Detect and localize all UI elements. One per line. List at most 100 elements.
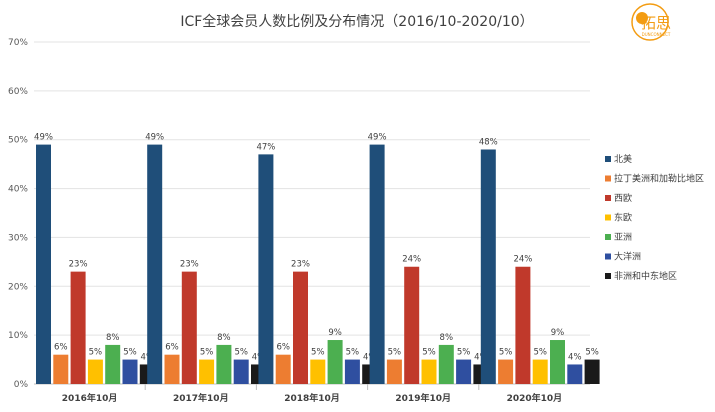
legend-swatch	[605, 195, 611, 201]
x-category-label: 2016年10月	[62, 392, 118, 404]
bar	[480, 149, 496, 384]
data-label: 8%	[106, 333, 120, 343]
y-tick-label: 40%	[8, 185, 28, 195]
bar	[293, 271, 308, 384]
bar	[386, 359, 402, 384]
data-label: 5%	[346, 348, 360, 358]
legend-label: 北美	[614, 153, 632, 165]
x-category-label: 2019年10月	[395, 392, 451, 404]
bar	[369, 144, 385, 384]
y-tick-label: 20%	[8, 282, 28, 292]
data-label: 5%	[234, 348, 248, 358]
data-label: 5%	[311, 348, 325, 358]
data-label: 49%	[368, 133, 387, 143]
bar	[87, 359, 103, 384]
data-label: 5%	[533, 348, 547, 358]
data-label: 9%	[551, 328, 565, 338]
data-label: 5%	[123, 348, 137, 358]
data-label: 9%	[328, 328, 342, 338]
bar	[275, 354, 291, 384]
y-tick-label: 30%	[8, 233, 28, 243]
data-label: 23%	[291, 260, 310, 270]
data-label: 48%	[479, 137, 498, 147]
data-label: 6%	[165, 343, 179, 353]
legend-swatch	[605, 175, 611, 182]
legend-swatch	[605, 234, 611, 240]
bar	[498, 359, 514, 384]
y-axis-ticks: 0% 10% 20% 30% 40% 50% 60% 70%	[8, 38, 28, 390]
data-label: 5%	[89, 348, 103, 358]
bar	[456, 359, 472, 384]
data-label: 5%	[388, 348, 402, 358]
legend-label: 非洲和中东地区	[614, 270, 677, 282]
legend-swatch	[605, 214, 611, 221]
bar	[550, 340, 565, 384]
y-tick-label: 50%	[8, 136, 28, 146]
data-label: 5%	[585, 348, 599, 358]
legend-label: 大洋洲	[614, 251, 641, 263]
y-tick-label: 0%	[14, 380, 29, 390]
data-label: 5%	[422, 348, 436, 358]
bar	[327, 340, 343, 384]
bars: 49%6%23%5%8%5%4%49%6%23%5%8%5%4%47%6%23%…	[34, 133, 600, 384]
y-tick-label: 10%	[8, 331, 28, 341]
chart-title: ICF全球会员人数比例及分布情况（2016/10-2020/10）	[180, 13, 533, 30]
data-label: 24%	[513, 255, 532, 265]
bar	[310, 359, 326, 384]
x-category-label: 2020年10月	[507, 392, 563, 404]
bar	[404, 266, 420, 384]
bar	[105, 344, 121, 384]
legend-swatch	[605, 273, 611, 279]
data-label: 4%	[568, 352, 582, 362]
bar	[532, 359, 548, 384]
logo-mark-icon	[636, 12, 648, 24]
y-tick-label: 60%	[8, 87, 28, 97]
data-label: 5%	[200, 348, 214, 358]
legend-label: 西欧	[614, 192, 632, 204]
bar	[233, 359, 249, 384]
data-label: 6%	[276, 343, 290, 353]
data-label: 47%	[256, 142, 275, 152]
bar	[421, 359, 437, 384]
bar	[258, 154, 274, 384]
data-label: 24%	[402, 255, 421, 265]
data-label: 6%	[54, 343, 68, 353]
logo: 拓思 DUNCONNECT	[631, 3, 671, 41]
legend-label: 亚洲	[614, 232, 632, 243]
bar	[70, 271, 86, 384]
logo-subtitle: DUNCONNECT	[642, 32, 671, 37]
x-category-label: 2017年10月	[173, 392, 229, 404]
data-label: 8%	[440, 333, 454, 343]
legend-label: 拉丁美洲和加勒比地区	[614, 173, 704, 185]
data-label: 5%	[457, 348, 471, 358]
bar	[584, 359, 600, 384]
legend-swatch	[605, 156, 611, 162]
bar	[216, 344, 232, 384]
bar	[567, 364, 583, 384]
data-label: 8%	[217, 333, 231, 343]
data-label: 49%	[145, 133, 164, 143]
data-label: 23%	[69, 260, 88, 270]
bar	[53, 354, 69, 384]
bar	[36, 144, 51, 384]
legend-swatch	[605, 253, 611, 260]
x-category-label: 2018年10月	[284, 392, 340, 404]
data-label: 23%	[180, 260, 199, 270]
gridlines	[34, 41, 590, 385]
x-axis-categories: 2016年10月 2017年10月 2018年10月 2019年10月 2020年10月	[62, 384, 562, 404]
bar	[199, 359, 215, 384]
data-label: 5%	[499, 348, 513, 358]
bar	[122, 359, 138, 384]
bar	[164, 354, 180, 384]
bar	[438, 344, 454, 384]
bar	[181, 271, 197, 384]
bar	[147, 144, 163, 384]
data-label: 49%	[34, 133, 53, 143]
legend-label: 东欧	[614, 212, 632, 224]
logo-text: 拓思	[641, 14, 671, 32]
bar	[515, 266, 531, 384]
bar	[344, 359, 360, 384]
y-tick-label: 70%	[8, 38, 28, 48]
